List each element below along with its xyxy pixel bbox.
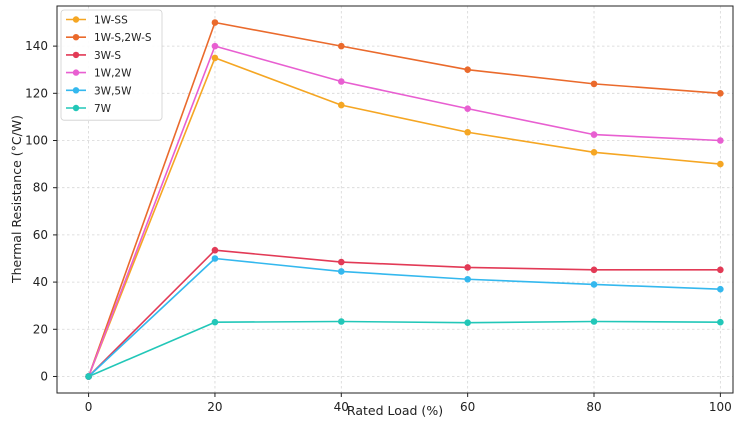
legend-label: 7W xyxy=(94,103,112,115)
data-point-series-6 xyxy=(337,318,345,325)
legend-label: 3W,5W xyxy=(94,85,132,97)
series-line-4 xyxy=(87,45,721,377)
series-line-6 xyxy=(88,320,721,378)
data-point-series-3 xyxy=(211,246,219,254)
y-tick-label: 80 xyxy=(33,181,48,195)
data-point-series-1 xyxy=(464,128,471,136)
data-point-series-2 xyxy=(717,90,724,97)
legend: 1W-SS 1W-S,2W-S 3W-S 1W,2W 3W,5W 7W xyxy=(60,9,163,121)
legend-box xyxy=(60,9,163,121)
data-point-series-1 xyxy=(717,160,724,168)
y-tick-label: 120 xyxy=(25,86,48,100)
series-line-3 xyxy=(88,249,721,378)
legend-marker xyxy=(72,87,80,94)
legend-marker xyxy=(72,51,80,59)
series-line-2 xyxy=(87,21,721,377)
y-tick-label: 40 xyxy=(33,275,48,289)
series-line-1 xyxy=(87,57,721,377)
x-axis-title: Rated Load (%) xyxy=(347,403,443,418)
data-point-series-4 xyxy=(717,137,724,144)
data-point-series-3 xyxy=(464,264,471,271)
y-tick-label: 60 xyxy=(33,228,48,242)
series-lines xyxy=(87,21,721,378)
data-point-series-4 xyxy=(211,42,219,50)
data-point-series-5 xyxy=(717,285,724,293)
data-point-series-4 xyxy=(590,131,598,138)
y-tick-label: 0 xyxy=(40,369,48,383)
data-point-series-2 xyxy=(590,80,598,88)
x-tick-label: 100 xyxy=(709,400,732,414)
series-line-5 xyxy=(88,257,721,378)
data-point-series-5 xyxy=(211,255,219,262)
x-axis: 0 20 40 60 80 100 xyxy=(85,393,732,414)
y-tick-label: 20 xyxy=(33,322,48,336)
data-point-series-3 xyxy=(590,266,598,274)
data-point-series-4 xyxy=(337,78,345,85)
legend-marker xyxy=(72,69,80,76)
data-point-series-2 xyxy=(337,42,345,50)
y-axis-title: Thermal Resistance (°C/W) xyxy=(9,115,24,284)
data-point-series-6 xyxy=(85,373,92,380)
data-point-series-2 xyxy=(464,66,471,74)
legend-marker xyxy=(72,34,80,41)
data-point-series-5 xyxy=(464,275,471,283)
data-point-series-5 xyxy=(590,281,598,288)
data-point-series-5 xyxy=(337,268,345,275)
legend-marker xyxy=(72,16,80,23)
data-point-series-3 xyxy=(337,258,345,266)
y-tick-label: 100 xyxy=(25,134,48,148)
data-point-series-2 xyxy=(211,19,219,26)
data-point-series-3 xyxy=(717,266,724,274)
legend-label: 1W-S,2W-S xyxy=(94,32,152,44)
legend-marker xyxy=(72,104,80,112)
plot-frame xyxy=(56,5,734,394)
data-point-series-1 xyxy=(590,149,598,156)
grid xyxy=(57,6,733,393)
legend-label: 1W,2W xyxy=(94,68,132,80)
data-point-series-1 xyxy=(337,101,345,109)
x-tick-label: 20 xyxy=(207,400,222,414)
data-point-series-1 xyxy=(211,54,219,62)
legend-label: 3W-S xyxy=(94,50,121,62)
series-points xyxy=(85,19,724,380)
data-point-series-4 xyxy=(464,105,471,112)
y-axis: 0 20 40 60 80 100 120 140 xyxy=(25,39,57,383)
data-point-series-6 xyxy=(211,318,219,326)
x-tick-label: 0 xyxy=(85,400,93,414)
data-point-series-6 xyxy=(464,319,471,326)
data-point-series-6 xyxy=(590,318,598,325)
x-tick-label: 60 xyxy=(460,400,475,414)
x-tick-label: 80 xyxy=(586,400,601,414)
x-tick-label: 40 xyxy=(334,400,349,414)
y-tick-label: 140 xyxy=(25,39,48,53)
legend-label: 1W-SS xyxy=(94,15,128,27)
data-point-series-6 xyxy=(717,318,724,326)
